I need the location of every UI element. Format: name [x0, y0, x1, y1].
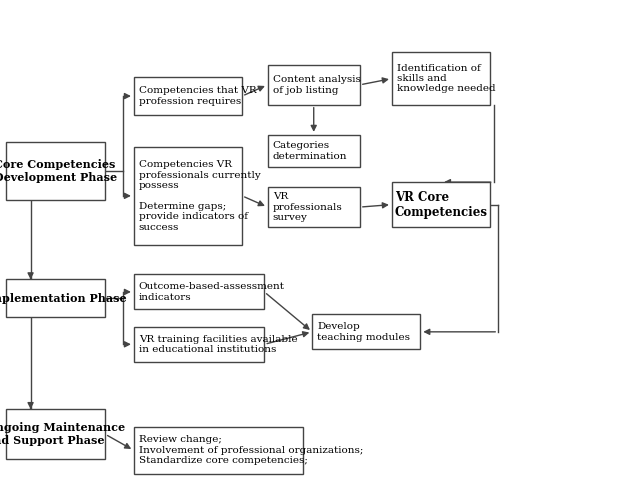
- FancyBboxPatch shape: [6, 279, 105, 317]
- Text: Identification of
skills and
knowledge needed: Identification of skills and knowledge n…: [397, 64, 496, 93]
- FancyBboxPatch shape: [134, 274, 264, 309]
- Text: Content analysis
of job listing: Content analysis of job listing: [273, 75, 361, 94]
- Text: Develop
teaching modules: Develop teaching modules: [317, 322, 410, 341]
- FancyBboxPatch shape: [268, 187, 360, 227]
- Text: Competencies that VR
profession requires: Competencies that VR profession requires: [139, 86, 257, 106]
- FancyBboxPatch shape: [312, 314, 420, 349]
- FancyBboxPatch shape: [134, 427, 303, 474]
- Text: VR training facilities available
in educational institutions: VR training facilities available in educ…: [139, 335, 297, 354]
- Text: Categories
determination: Categories determination: [273, 141, 347, 161]
- FancyBboxPatch shape: [134, 147, 242, 245]
- FancyBboxPatch shape: [268, 65, 360, 105]
- FancyBboxPatch shape: [392, 52, 490, 105]
- Text: Core Competencies
Development Phase: Core Competencies Development Phase: [0, 159, 117, 183]
- Text: VR Core
Competencies: VR Core Competencies: [395, 191, 487, 219]
- FancyBboxPatch shape: [6, 409, 105, 459]
- Text: Outcome-based-assessment
indicators: Outcome-based-assessment indicators: [139, 282, 285, 301]
- Text: Ongoing Maintenance
and Support Phase: Ongoing Maintenance and Support Phase: [0, 422, 125, 446]
- FancyBboxPatch shape: [134, 77, 242, 115]
- FancyBboxPatch shape: [134, 327, 264, 362]
- Text: Implementation Phase: Implementation Phase: [0, 292, 127, 304]
- Text: VR
professionals
survey: VR professionals survey: [273, 192, 342, 222]
- FancyBboxPatch shape: [268, 135, 360, 167]
- FancyBboxPatch shape: [6, 142, 105, 200]
- FancyBboxPatch shape: [392, 182, 490, 227]
- Text: Competencies VR
professionals currently
possess

Determine gaps;
provide indicat: Competencies VR professionals currently …: [139, 160, 261, 232]
- Text: Review change;
Involvement of professional organizations;
Standardize core compe: Review change; Involvement of profession…: [139, 436, 363, 465]
